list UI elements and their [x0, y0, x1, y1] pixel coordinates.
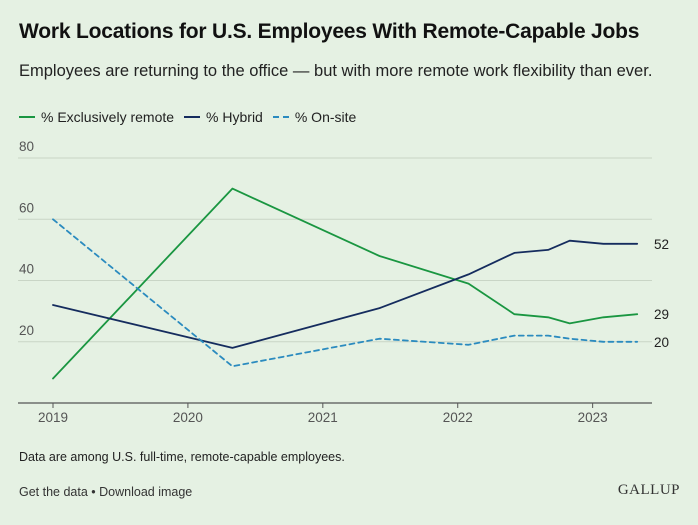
x-tick-label: 2023: [578, 410, 608, 425]
chart-footnote: Data are among U.S. full-time, remote-ca…: [19, 450, 345, 464]
link-separator: •: [87, 485, 100, 499]
legend-label-hybrid: % Hybrid: [206, 109, 263, 125]
series-line-hybrid: [52, 239, 639, 349]
y-tick-label: 60: [19, 200, 34, 215]
x-tick-label: 2020: [173, 410, 203, 425]
legend-item-onsite: % On-site: [272, 109, 357, 125]
y-tick-label: 20: [19, 323, 34, 338]
legend-swatch-onsite: [272, 116, 289, 118]
x-tick-label: 2019: [38, 410, 68, 425]
y-tick-label: 40: [19, 262, 34, 277]
series-line-onsite: [52, 218, 639, 368]
chart-title: Work Locations for U.S. Employees With R…: [19, 20, 640, 43]
end-label-remote: 29: [654, 307, 669, 322]
chart-legend: % Exclusively remote % Hybrid % On-site: [19, 109, 356, 125]
series-line-remote: [52, 187, 639, 380]
x-tick-label: 2022: [443, 410, 473, 425]
legend-item-remote: % Exclusively remote: [19, 109, 174, 125]
legend-label-remote: % Exclusively remote: [41, 109, 175, 125]
get-data-link[interactable]: Get the data: [19, 485, 88, 499]
chart-links: Get the data • Download image: [19, 485, 192, 499]
legend-swatch-hybrid: [184, 116, 201, 118]
download-image-link[interactable]: Download image: [99, 485, 193, 499]
chart-subtitle: Employees are returning to the office — …: [19, 62, 653, 80]
y-tick-label: 80: [19, 139, 34, 154]
gallup-logo: GALLUP: [617, 482, 680, 498]
legend-swatch-remote: [19, 116, 35, 118]
legend-label-onsite: % On-site: [294, 109, 357, 125]
end-label-onsite: 20: [654, 335, 669, 350]
end-label-hybrid: 52: [654, 237, 669, 252]
legend-item-hybrid: % Hybrid: [184, 109, 263, 125]
x-tick-label: 2021: [308, 410, 338, 425]
